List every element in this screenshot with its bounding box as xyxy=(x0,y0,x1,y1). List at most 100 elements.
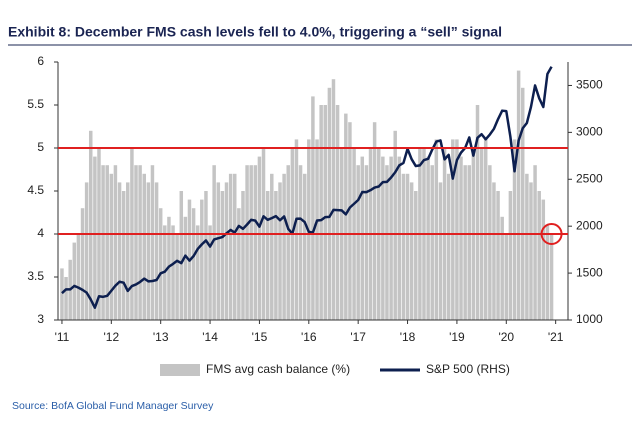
bar xyxy=(323,105,327,320)
x-tick-label: '15 xyxy=(252,330,268,344)
y2-tick-label: 1500 xyxy=(576,265,603,279)
bar xyxy=(265,191,270,320)
bar xyxy=(545,225,550,320)
bar xyxy=(381,156,385,320)
bar xyxy=(158,208,163,320)
bar xyxy=(212,165,216,320)
bar xyxy=(348,122,352,320)
bar xyxy=(245,165,249,320)
y-tick-label: 5.5 xyxy=(27,97,44,111)
bar xyxy=(525,173,529,320)
x-tick-label: '18 xyxy=(400,330,416,344)
x-tick-label: '11 xyxy=(55,330,70,344)
y-tick-label: 3.5 xyxy=(27,269,44,283)
bar xyxy=(179,191,184,320)
bar xyxy=(241,191,245,320)
bar xyxy=(220,191,225,320)
bar xyxy=(208,225,212,320)
bar xyxy=(516,70,521,320)
chart-title: Exhibit 8: December FMS cash levels fell… xyxy=(8,24,502,40)
bar xyxy=(335,105,340,320)
bar xyxy=(356,165,360,320)
bar xyxy=(101,165,105,320)
bar xyxy=(274,191,278,320)
bar xyxy=(475,105,480,320)
bar xyxy=(467,165,471,320)
bar xyxy=(426,156,430,320)
bar xyxy=(117,182,122,320)
bar xyxy=(282,173,286,320)
bar xyxy=(438,182,443,320)
bar xyxy=(409,182,414,320)
bar xyxy=(121,191,126,320)
bar xyxy=(113,165,118,320)
legend-label: FMS avg cash balance (%) xyxy=(206,362,350,376)
bar xyxy=(364,165,369,320)
bar xyxy=(430,165,434,320)
bar xyxy=(492,182,496,320)
bar xyxy=(483,139,488,320)
y2-tick-label: 2000 xyxy=(576,218,603,232)
bar xyxy=(64,277,68,320)
bar xyxy=(253,165,258,320)
bar xyxy=(298,165,303,320)
x-tick-label: '19 xyxy=(449,330,465,344)
bar xyxy=(88,130,93,320)
bar xyxy=(278,182,282,320)
x-tick-label: '17 xyxy=(350,330,366,344)
x-tick-label: '14 xyxy=(202,330,218,344)
bar xyxy=(331,79,336,320)
legend-label: S&P 500 (RHS) xyxy=(426,362,510,376)
bar xyxy=(405,173,410,320)
bar xyxy=(191,208,196,320)
bar xyxy=(463,165,467,320)
y2-tick-label: 3000 xyxy=(576,125,603,139)
annotation-circle xyxy=(540,223,563,245)
bar xyxy=(372,122,377,320)
y2-tick-label: 1000 xyxy=(576,312,603,326)
y-tick-label: 5 xyxy=(37,140,44,154)
bar xyxy=(195,225,200,320)
bar xyxy=(237,208,241,320)
bar xyxy=(500,216,504,320)
legend-swatch xyxy=(160,364,200,376)
x-tick-label: '20 xyxy=(498,330,514,344)
bar xyxy=(80,208,85,320)
bar xyxy=(224,182,229,320)
bar xyxy=(286,165,290,320)
bar xyxy=(109,173,114,320)
bar xyxy=(84,182,89,320)
bar xyxy=(451,139,455,320)
bar xyxy=(270,173,274,320)
line xyxy=(61,66,553,309)
bar xyxy=(154,182,159,320)
bar xyxy=(541,199,546,320)
bar xyxy=(138,165,142,320)
bar xyxy=(414,191,418,320)
bar xyxy=(512,139,517,320)
bar xyxy=(311,96,315,321)
bar xyxy=(385,165,389,320)
bar xyxy=(183,216,188,320)
y-tick-label: 4.5 xyxy=(27,183,44,197)
bar xyxy=(504,234,509,320)
bar xyxy=(319,105,323,320)
bar xyxy=(496,191,500,320)
bar xyxy=(175,234,179,320)
bar xyxy=(257,156,262,320)
bar xyxy=(533,165,537,320)
bar xyxy=(93,156,97,320)
bar xyxy=(216,182,221,320)
bar xyxy=(134,165,138,320)
bar xyxy=(397,156,402,320)
bar xyxy=(549,234,554,320)
bar xyxy=(446,173,451,320)
y-tick-label: 6 xyxy=(37,54,44,68)
bar xyxy=(294,139,299,320)
y-tick-label: 4 xyxy=(37,226,44,240)
bar xyxy=(302,173,307,320)
bar xyxy=(459,156,463,320)
bar xyxy=(389,156,393,320)
bar xyxy=(434,139,439,320)
